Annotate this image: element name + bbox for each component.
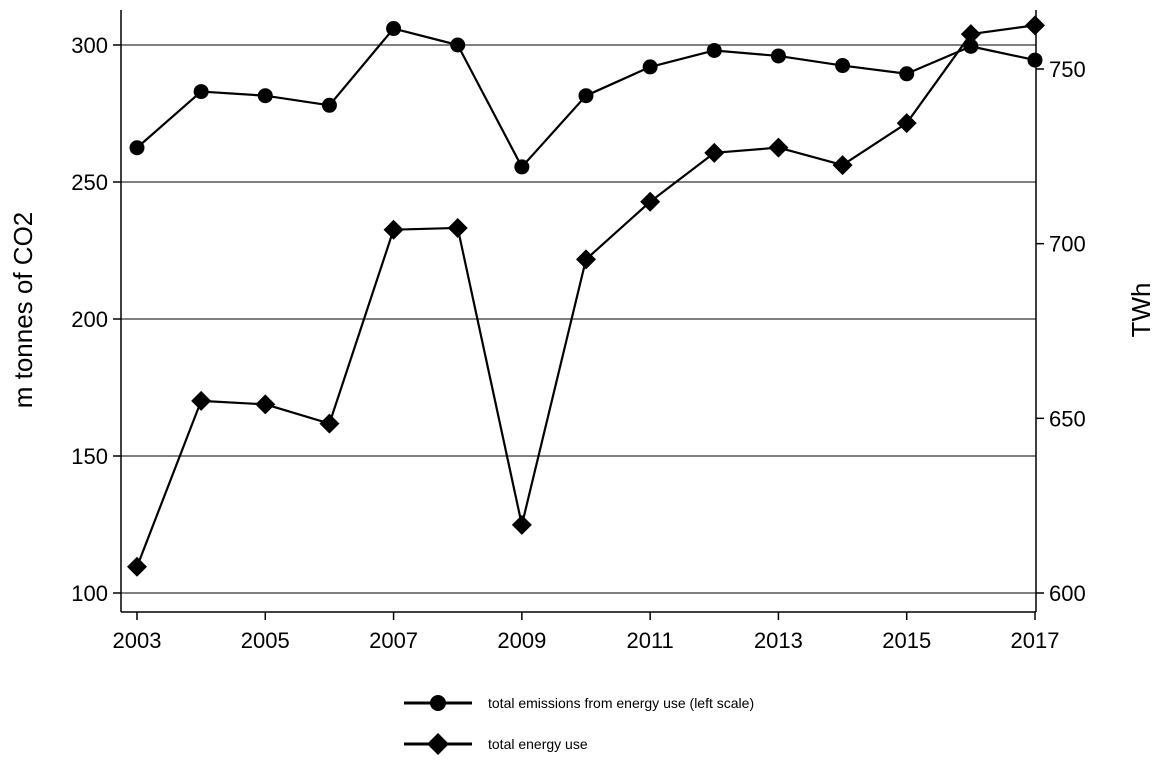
plot-frame bbox=[120, 10, 1037, 613]
left-axis-label: m tonnes of CO2 bbox=[8, 212, 38, 409]
right-tick-label: 600 bbox=[1049, 581, 1086, 606]
data-point-diamond bbox=[511, 514, 532, 535]
legend-item-emissions: total emissions from energy use (left sc… bbox=[404, 695, 754, 711]
series-lines bbox=[127, 15, 1045, 577]
legend-item-energy: total energy use bbox=[404, 733, 588, 755]
legend: total emissions from energy use (left sc… bbox=[404, 695, 754, 755]
data-point-diamond bbox=[576, 249, 596, 270]
data-point-diamond bbox=[191, 390, 212, 411]
x-tick-label: 2013 bbox=[754, 628, 803, 653]
data-point-circle bbox=[770, 48, 786, 64]
data-point-diamond bbox=[640, 191, 661, 212]
data-point-diamond bbox=[447, 217, 468, 238]
left-tick-label: 100 bbox=[71, 581, 108, 606]
data-point-circle bbox=[1027, 52, 1043, 68]
data-point-diamond bbox=[319, 413, 340, 434]
legend-marker-diamond bbox=[427, 733, 449, 755]
data-point-circle bbox=[129, 140, 145, 156]
grid-lines bbox=[121, 44, 1036, 594]
right-tick-label: 750 bbox=[1049, 57, 1086, 82]
series-energy-use bbox=[127, 15, 1045, 577]
data-point-circle bbox=[386, 21, 402, 37]
data-point-diamond bbox=[127, 556, 147, 577]
data-point-circle bbox=[193, 84, 209, 100]
legend-label-energy: total energy use bbox=[488, 736, 588, 752]
x-tick-label: 2009 bbox=[497, 628, 546, 653]
data-point-diamond bbox=[704, 142, 725, 163]
x-tick-label: 2015 bbox=[882, 628, 931, 653]
data-point-circle bbox=[257, 88, 273, 104]
left-axis-ticks: 100 150 200 250 300 bbox=[71, 33, 121, 606]
series-line bbox=[135, 24, 1036, 568]
right-axis-ticks: 600 650 700 750 bbox=[1036, 57, 1086, 606]
data-point-diamond bbox=[255, 394, 276, 415]
data-point-diamond bbox=[896, 113, 917, 134]
data-point-circle bbox=[899, 66, 915, 82]
data-point-diamond bbox=[768, 137, 789, 158]
x-tick-label: 2005 bbox=[241, 628, 290, 653]
data-point-circle bbox=[835, 58, 851, 74]
right-tick-label: 650 bbox=[1049, 406, 1086, 431]
data-point-circle bbox=[514, 159, 530, 175]
data-point-diamond bbox=[383, 219, 404, 240]
x-tick-label: 2017 bbox=[1011, 628, 1060, 653]
data-point-diamond bbox=[1025, 15, 1045, 36]
legend-label-emissions: total emissions from energy use (left sc… bbox=[488, 695, 754, 711]
legend-marker-circle bbox=[430, 695, 446, 711]
data-point-circle bbox=[706, 42, 722, 58]
x-tick-label: 2003 bbox=[113, 628, 162, 653]
data-point-circle bbox=[450, 37, 466, 53]
data-point-circle bbox=[642, 59, 658, 75]
data-point-diamond bbox=[832, 155, 853, 176]
data-point-circle bbox=[321, 97, 337, 113]
right-tick-label: 700 bbox=[1049, 232, 1086, 257]
data-point-diamond bbox=[960, 24, 981, 45]
data-point-circle bbox=[963, 38, 979, 54]
x-tick-label: 2011 bbox=[626, 628, 673, 653]
left-tick-label: 250 bbox=[71, 170, 108, 195]
left-tick-label: 300 bbox=[71, 33, 108, 58]
x-axis-ticks: 2003 2005 2007 2009 2011 2013 2015 2017 bbox=[113, 612, 1060, 653]
series-emissions bbox=[129, 21, 1043, 175]
left-tick-label: 200 bbox=[71, 307, 108, 332]
right-axis-label: TWh bbox=[1126, 283, 1156, 338]
data-point-circle bbox=[578, 88, 594, 104]
x-tick-label: 2007 bbox=[369, 628, 418, 653]
left-tick-label: 150 bbox=[71, 444, 108, 469]
